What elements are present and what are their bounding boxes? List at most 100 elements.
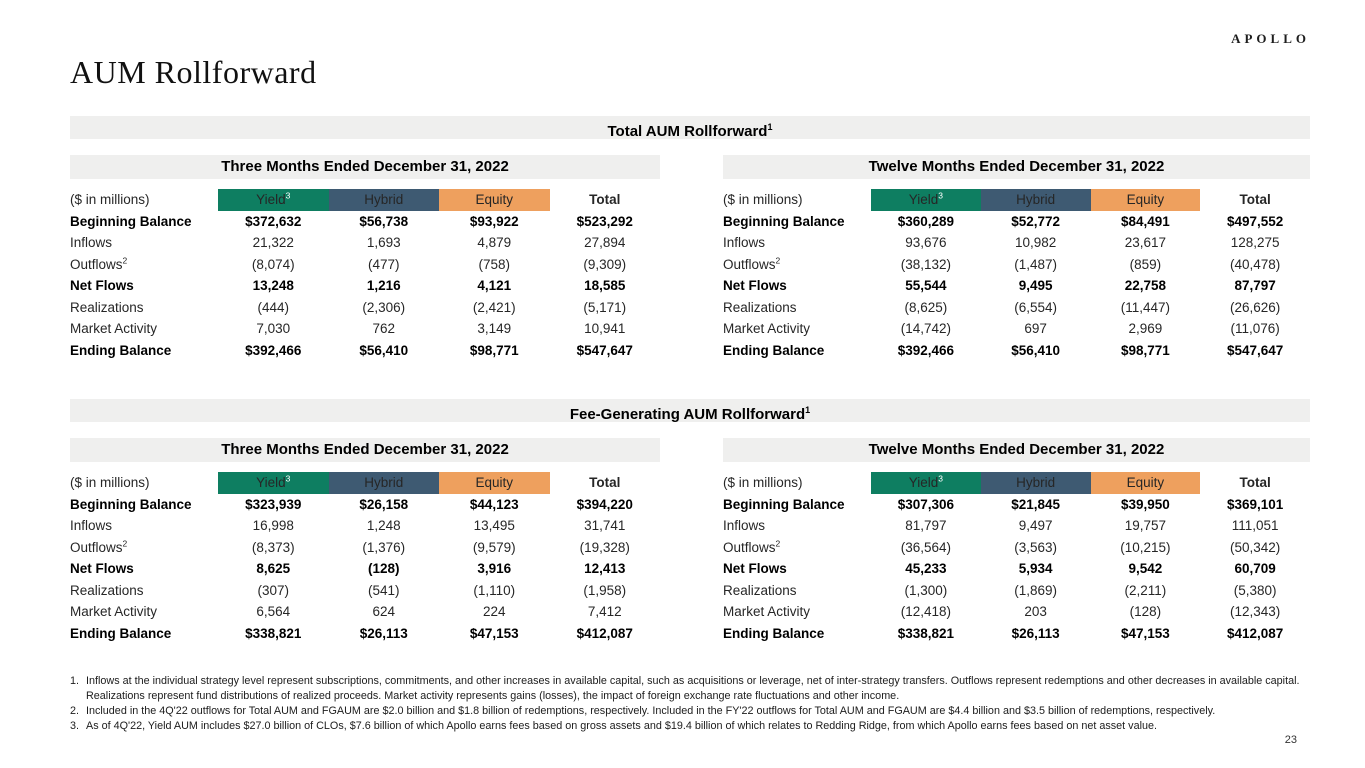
page-number: 23 [1284,734,1297,746]
value-cell: (859) [1129,256,1162,272]
table-row: Market Activity 6,564 624 224 7,412 [70,601,660,623]
row-label: Realizations [723,582,797,598]
page-title: AUM Rollforward [70,54,317,90]
value-cell: $307,306 [897,496,955,512]
table-row: Net Flows 8,625 (128) 3,916 12,413 [70,558,660,580]
unit-label: ($ in millions) [70,192,150,208]
value-cell: (541) [367,582,400,598]
value-cell: 6,564 [256,604,291,620]
row-label: Realizations [723,299,797,315]
value-cell: 111,051 [1231,518,1279,534]
value-cell: 45,233 [905,561,947,577]
value-cell: $338,821 [897,625,955,641]
value-cell: (1,110) [473,582,516,598]
value-cell: 21,322 [252,235,294,251]
table-row: Inflows 16,998 1,248 13,495 31,741 [70,515,660,537]
value-cell: (9,309) [583,256,627,272]
value-cell: (1,376) [362,539,406,555]
value-cell: 12,413 [584,561,626,577]
value-cell: 203 [1024,604,1047,620]
value-cell: $412,087 [576,625,633,641]
value-cell: 5,934 [1018,561,1053,577]
row-label: Market Activity [70,321,158,337]
row-label: Outflows2 [70,538,128,555]
period-header: Three Months Ended December 31, 2022 [70,155,660,179]
value-cell: $523,292 [576,213,633,229]
table-row: Market Activity (12,418) 203 (128) (12,343) [723,601,1310,623]
unit-label: ($ in millions) [723,475,803,491]
footnote-ref: 1 [767,122,773,132]
table-row: Outflows2 (38,132) (1,487) (859) (40,478) [723,254,1310,276]
value-cell: $21,845 [1011,496,1061,512]
row-label: Market Activity [70,604,158,620]
table-row: Inflows 93,676 10,982 23,617 128,275 [723,232,1310,254]
value-cell: 9,497 [1018,518,1053,534]
section-title-total-aum: Total AUM Rollforward1 [70,116,1310,140]
column-header-yield: Yield3 [218,189,329,211]
footnotes: 1. Inflows at the individual strategy le… [70,674,1310,734]
row-label: Net Flows [70,561,134,577]
period-header: Twelve Months Ended December 31, 2022 [723,155,1310,179]
value-cell: 13,248 [252,278,294,294]
footnote-ref: 3 [285,473,291,484]
footnote-number: 2. [70,704,80,717]
row-label: Outflows2 [723,255,781,272]
footnote-ref: 3 [938,190,943,201]
table-fgaum-3m: Three Months Ended December 31, 2022 ($ … [70,438,660,644]
section-title-text: Total AUM Rollforward [607,123,768,140]
footnote-ref: 1 [805,405,811,415]
value-cell: 87,797 [1234,278,1276,294]
value-cell: 27,894 [584,235,626,251]
value-cell: $52,772 [1011,213,1061,229]
row-label: Ending Balance [70,625,172,641]
value-cell: $497,552 [1226,213,1284,229]
table-row: Beginning Balance $323,939 $26,158 $44,123 $… [70,494,660,516]
footnote-ref: 2 [775,255,781,266]
row-label: Inflows [723,235,766,251]
value-cell: 3,149 [477,321,512,337]
row-label: Net Flows [70,278,134,294]
value-cell: $47,153 [1120,625,1170,641]
column-header-equity: Equity [439,472,550,494]
section-title-text: Fee-Generating AUM Rollforward [569,406,806,423]
footnote-number: 1. [70,675,80,687]
row-label: Inflows [723,518,766,534]
row-label: Net Flows [723,561,787,577]
table-row: Realizations (8,625) (6,554) (11,447) (26,62… [723,297,1310,319]
value-cell: $26,158 [359,496,409,512]
row-label: Market Activity [723,321,811,337]
unit-label: ($ in millions) [723,192,803,208]
value-cell: $369,101 [1226,496,1284,512]
value-cell: $98,771 [469,342,519,358]
value-cell: 31,741 [584,518,626,534]
value-cell: $84,491 [1120,213,1170,229]
section-title-fee-generating-aum: Fee-Generating AUM Rollforward1 [70,399,1310,423]
value-cell: 128,275 [1230,235,1280,251]
value-cell: $412,087 [1226,625,1284,641]
value-cell: $360,289 [897,213,955,229]
row-label: Outflows2 [70,255,128,272]
footnote-ref: 2 [122,255,128,266]
table-row: Inflows 21,322 1,693 4,879 27,894 [70,232,660,254]
column-header-equity: Equity [1090,189,1201,211]
value-cell: 9,542 [1128,561,1163,577]
footnote-ref: 3 [285,190,291,201]
unit-label: ($ in millions) [70,475,150,491]
table-row: Market Activity (14,742) 697 2,969 (11,076) [723,318,1310,340]
row-label: Beginning Balance [70,213,192,229]
value-cell: 697 [1024,321,1047,337]
footnote-2: 2. Included in the 4Q'22 outflows for To… [70,704,1310,719]
value-cell: 7,030 [256,321,291,337]
value-cell: 93,676 [905,235,947,251]
value-cell: $392,466 [245,342,302,358]
row-label: Ending Balance [70,342,172,358]
table-row: Inflows 81,797 9,497 19,757 111,051 [723,515,1310,537]
row-label: Inflows [70,235,113,251]
row-label: Net Flows [723,278,787,294]
value-cell: $56,410 [359,342,409,358]
value-cell: (50,342) [1229,539,1281,555]
footnote-text: As of 4Q'22, Yield AUM includes $27.0 bi… [86,719,1157,732]
table-row: Net Flows 13,248 1,216 4,121 18,585 [70,275,660,297]
table-row: Outflows2 (8,373) (1,376) (9,579) (19,328) [70,537,660,559]
value-cell: (128) [367,561,400,577]
